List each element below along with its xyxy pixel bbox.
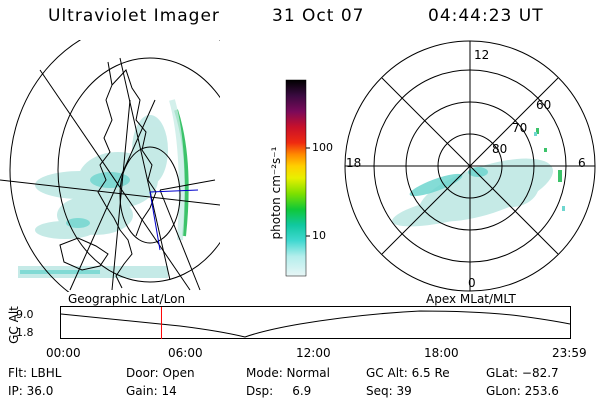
timeline-xtick-2: 12:00	[296, 346, 331, 360]
mlt-label-6: 6	[578, 156, 586, 170]
mlt-label-12: 12	[474, 48, 490, 62]
polar-grid	[344, 40, 596, 292]
colorbar-tick-10: 10	[312, 229, 326, 242]
timeline-xtick-4: 23:59	[552, 346, 587, 360]
status-dsp: Dsp: 6.9	[246, 384, 312, 398]
status-gain: Gain: 14	[126, 384, 177, 398]
colorbar-unit-label: photon cm⁻²s⁻¹	[269, 146, 283, 240]
lat-label-80: 80	[492, 142, 508, 156]
lat-lon-grid	[0, 40, 220, 292]
status-ip: IP: 36.0	[8, 384, 54, 398]
app-title: Ultraviolet Imager	[48, 6, 220, 26]
status-filter: Flt: LBHL	[8, 366, 62, 380]
time-label: 04:44:23 UT	[428, 6, 544, 26]
status-door: Door: Open	[126, 366, 195, 380]
colorbar-tick-100: 100	[312, 141, 333, 154]
geographic-map-panel	[0, 40, 220, 292]
timeline-xtick-3: 18:00	[424, 346, 459, 360]
timeline-xtick-0: 00:00	[46, 346, 81, 360]
status-mode: Mode: Normal	[246, 366, 330, 380]
lat-label-60: 60	[536, 98, 552, 112]
mlt-label-18: 18	[346, 156, 362, 170]
status-gc-alt: GC Alt: 6.5 Re	[366, 366, 450, 380]
timeline-xtick-1: 06:00	[168, 346, 203, 360]
intensity-colorbar	[285, 79, 310, 277]
altitude-timeline	[60, 306, 571, 339]
aurora-emission-right	[392, 158, 553, 227]
lat-label-70: 70	[512, 121, 528, 135]
right-panel-caption: Apex MLat/MLT	[426, 292, 516, 306]
timeline-ytick-max: 9.0	[16, 308, 34, 321]
date-label: 31 Oct 07	[272, 6, 365, 26]
coastline	[59, 61, 157, 289]
status-glon: GLon: 253.6	[486, 384, 559, 398]
status-seq: Seq: 39	[366, 384, 412, 398]
polar-mlt-plot	[344, 40, 596, 292]
mlt-label-0: 0	[468, 276, 476, 290]
timeline-ytick-min: 1.8	[16, 326, 34, 339]
left-panel-caption: Geographic Lat/Lon	[68, 292, 186, 306]
status-glat: GLat: −82.7	[486, 366, 559, 380]
